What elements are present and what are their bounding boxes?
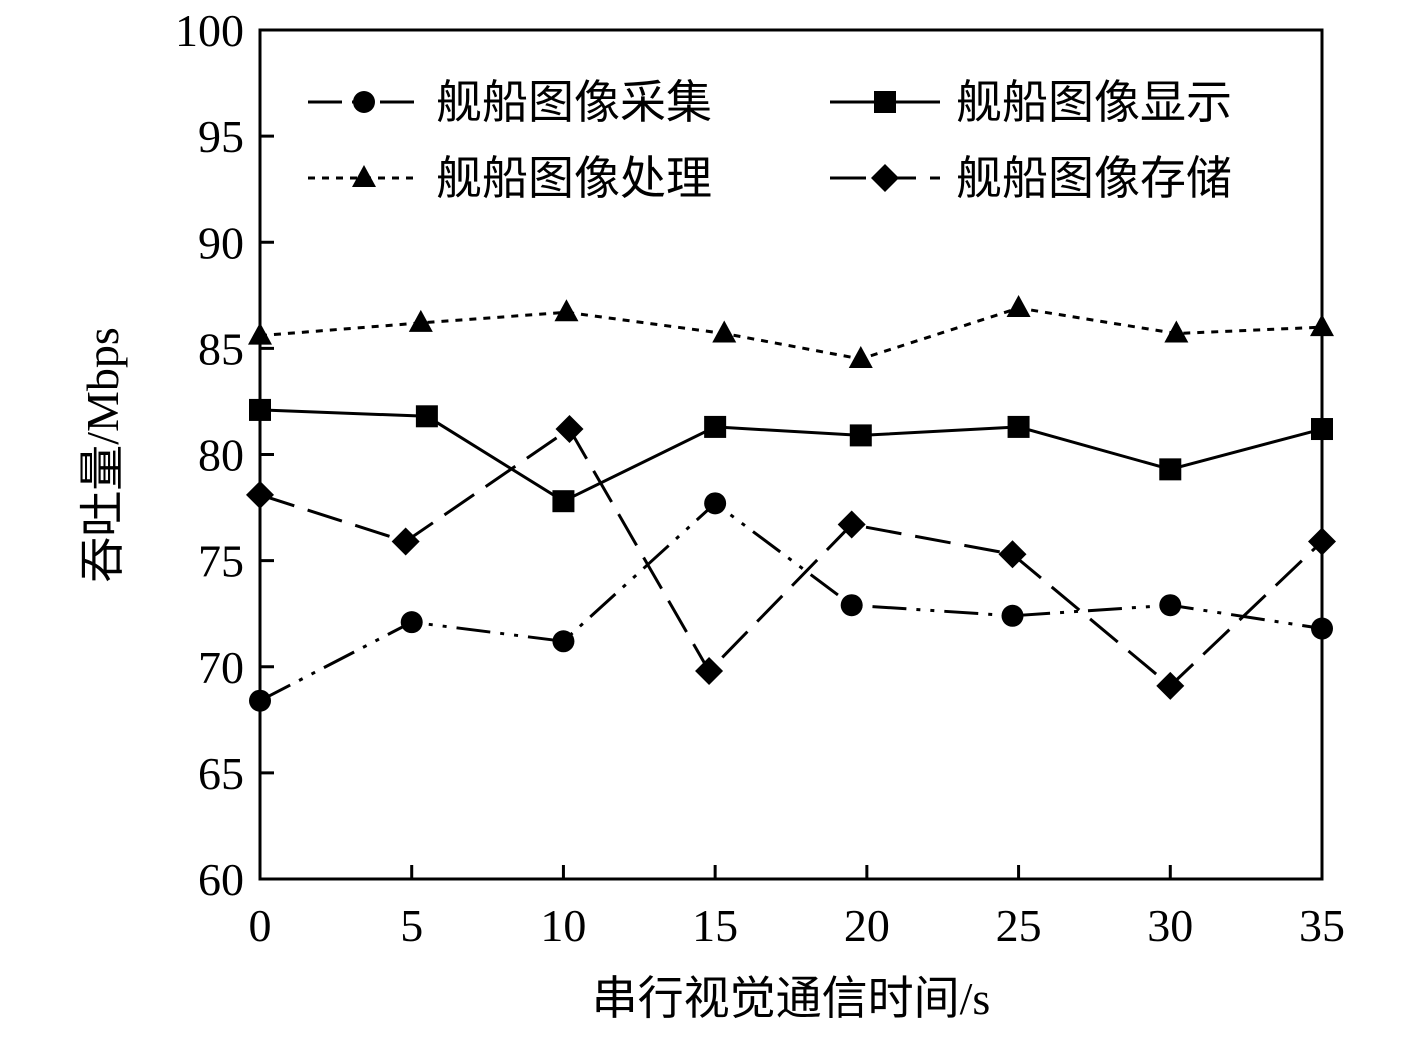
data-point [1156, 671, 1185, 700]
y-axis-label: 吞吐量/Mbps [77, 327, 128, 583]
y-tick-label: 85 [198, 323, 244, 374]
data-point [408, 309, 433, 332]
legend-item: 舰船图像采集 [308, 77, 712, 128]
x-tick-label: 30 [1147, 900, 1193, 951]
x-tick-label: 0 [249, 900, 272, 951]
data-point [1308, 527, 1336, 556]
data-point [1159, 594, 1182, 617]
legend-item: 舰船图像处理 [308, 153, 712, 204]
legend-label: 舰船图像采集 [436, 77, 712, 128]
x-tick-label: 25 [996, 900, 1042, 951]
y-tick-label: 75 [198, 536, 244, 587]
data-point [415, 405, 438, 428]
data-point [555, 415, 584, 444]
data-point [249, 689, 271, 712]
series-line [259, 426, 1324, 688]
data-point [1006, 295, 1031, 318]
y-tick-label: 100 [175, 5, 244, 56]
y-tick-label: 65 [198, 748, 244, 799]
data-point [554, 299, 579, 322]
data-point [848, 345, 873, 368]
data-point [695, 656, 724, 685]
data-point [246, 480, 274, 509]
legend-label: 舰船图像处理 [436, 153, 712, 204]
x-tick-label: 5 [400, 900, 423, 951]
x-tick-label: 35 [1299, 900, 1345, 951]
data-point [249, 398, 271, 421]
legend-item: 舰船图像存储 [830, 153, 1232, 204]
y-tick-label: 70 [198, 642, 244, 693]
x-tick-label: 15 [692, 900, 738, 951]
y-tick-label: 95 [198, 111, 244, 162]
legend-marker [871, 164, 899, 192]
y-tick-label: 60 [198, 854, 244, 905]
data-point [552, 490, 575, 513]
series-layer [246, 295, 1336, 712]
data-point [840, 594, 863, 617]
data-point [1311, 617, 1333, 640]
legend-label: 舰船图像显示 [956, 77, 1232, 128]
legend-marker [874, 91, 896, 113]
legend-label: 舰船图像存储 [956, 153, 1232, 204]
data-point [704, 492, 727, 515]
data-point [400, 611, 423, 634]
x-tick-label: 10 [540, 900, 586, 951]
data-point [712, 320, 737, 343]
x-axis-label: 串行视觉通信时间/s [592, 973, 991, 1024]
data-point [998, 540, 1027, 569]
y-tick-label: 90 [198, 217, 244, 268]
data-point [1164, 320, 1189, 343]
data-point [837, 510, 866, 539]
series-group [249, 398, 1333, 513]
series-group [246, 415, 1336, 700]
legend-marker [352, 165, 376, 187]
series-group [248, 295, 1334, 368]
data-point [1007, 415, 1030, 438]
data-point [1311, 418, 1333, 441]
data-point [391, 527, 420, 556]
data-point [849, 424, 872, 447]
legend-item: 舰船图像显示 [830, 77, 1232, 128]
data-point [1159, 458, 1182, 481]
data-point [704, 415, 727, 438]
x-tick-label: 20 [844, 900, 890, 951]
ticks-layer: 60 65 70 75 80 85 90 95 100 0 5 10 15 20 25 30 35 [175, 5, 1345, 951]
data-point [248, 322, 272, 345]
data-point [1310, 314, 1334, 337]
y-tick-label: 80 [198, 430, 244, 481]
legend-marker [353, 91, 375, 113]
series-line [259, 306, 1323, 361]
series-group [249, 492, 1333, 712]
series-line [259, 408, 1323, 503]
data-point [552, 630, 575, 653]
data-point [1001, 604, 1024, 627]
